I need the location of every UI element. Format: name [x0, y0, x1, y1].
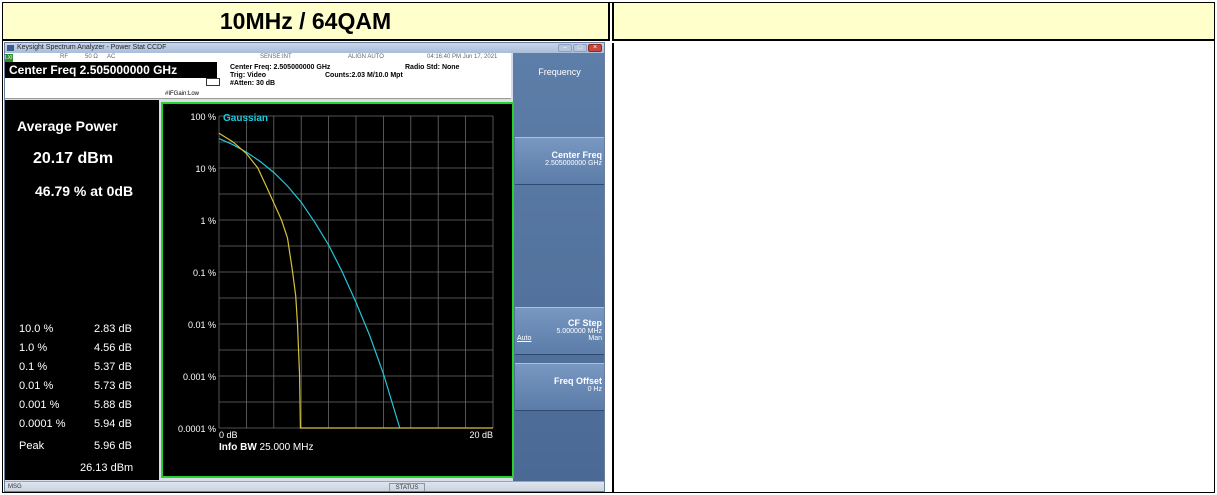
- series-line-gaussian: [218, 138, 401, 429]
- auto-option[interactable]: Auto: [517, 335, 532, 342]
- align-indicator: ALIGN AUTO: [348, 54, 384, 60]
- avg-power-label: Average Power: [17, 118, 118, 134]
- status-button[interactable]: STATUS: [389, 483, 425, 491]
- lxi-badge: LXI: [5, 54, 13, 63]
- stat-value: 2.83 dB: [94, 323, 132, 335]
- restore-icon[interactable]: □: [573, 44, 587, 52]
- stat-value: 5.96 dB: [94, 440, 132, 452]
- stat-row: 0.01 % 5.73 dB: [19, 380, 132, 392]
- window-controls: – □ ×: [558, 44, 602, 52]
- y-tick-label: 0.1 %: [193, 268, 216, 278]
- app-icon: [7, 45, 14, 51]
- trigger-setting: Trig: Video: [230, 72, 267, 79]
- results-panel: Average Power 20.17 dBm 46.79 % at 0dB 1…: [5, 100, 159, 480]
- peak-dbm-value: 26.13 dBm: [80, 462, 134, 474]
- stat-probability: 0.0001 %: [19, 418, 66, 430]
- trigger-icon: [206, 78, 220, 86]
- stat-row: 10.0 % 2.83 dB: [19, 323, 132, 335]
- minimize-icon[interactable]: –: [558, 44, 572, 52]
- status-row: LXI RF 50 Ω AC SENSE:INT ALIGN AUTO 04:1…: [5, 54, 511, 63]
- softkey-menu-title: Frequency: [538, 67, 581, 77]
- avg-power-value: 20.17 dBm: [33, 150, 114, 167]
- stat-value: 5.94 dB: [94, 418, 132, 430]
- stat-row: 0.001 % 5.88 dB: [19, 399, 132, 411]
- stat-probability: 1.0 %: [19, 342, 48, 354]
- ccdf-chart: 100 % 10 % 1 % 0.1 % 0.01 % 0.001 % 0.0001 %0 …: [178, 112, 494, 453]
- window-title: Keysight Spectrum Analyzer - Power Stat …: [17, 44, 167, 51]
- info-bw-label: Info BW 25.000 MHz: [219, 442, 313, 453]
- y-tick-label: 10 %: [195, 164, 216, 174]
- atten-setting: #Atten: 30 dB: [230, 80, 276, 87]
- stat-row: 1.0 % 4.56 dB: [19, 342, 132, 354]
- ccdf-plot: 100 % 10 % 1 % 0.1 % 0.01 % 0.001 % 0.0001 % 0 …: [161, 102, 514, 478]
- stat-probability: Peak: [19, 440, 45, 452]
- stat-value: 5.88 dB: [94, 399, 132, 411]
- close-icon[interactable]: ×: [588, 44, 602, 52]
- y-tick-label: 1 %: [200, 216, 216, 226]
- pct-at-0db: 46.79 % at 0dB: [35, 183, 134, 199]
- coupling-indicator: AC: [107, 54, 116, 60]
- left-column-title: 10MHz / 64QAM: [3, 3, 610, 41]
- stat-probability: 10.0 %: [19, 323, 54, 335]
- legend-gaussian: Gaussian: [223, 113, 268, 124]
- center-freq-setting: Center Freq: 2.505000000 GHz: [230, 64, 331, 71]
- softkey-label: CF Step: [567, 318, 602, 328]
- softkey-label: Freq Offset: [553, 376, 602, 386]
- y-tick-label: 0.01 %: [188, 320, 216, 330]
- rf-indicator: RF: [60, 54, 68, 60]
- stat-probability: 0.001 %: [19, 399, 60, 411]
- x-end-label: 20 dB: [469, 430, 493, 440]
- cf-step-softkey[interactable]: CF Step 5.000000 MHz Auto Man: [515, 307, 604, 355]
- sense-indicator: SENSE:INT: [260, 54, 292, 60]
- stat-row: 0.1 % 5.37 dB: [19, 361, 132, 373]
- window-titlebar: Keysight Spectrum Analyzer - Power Stat …: [5, 43, 604, 53]
- softkey-value: 0 Hz: [587, 386, 602, 393]
- right-empty-cell: [612, 43, 1214, 492]
- man-option[interactable]: Man: [588, 335, 602, 342]
- stat-probability: 0.01 %: [19, 380, 54, 392]
- status-header: LXI RF 50 Ω AC SENSE:INT ALIGN AUTO 04:1…: [5, 53, 511, 99]
- counts-readout: Counts:2.03 M/10.0 Mpt: [325, 72, 403, 79]
- msg-label: MSG: [8, 484, 22, 490]
- stat-row: 0.0001 % 5.94 dB: [19, 418, 132, 430]
- softkey-value: 2.505000000 GHz: [545, 160, 602, 167]
- center-freq-display[interactable]: Center Freq 2.505000000 GHz: [5, 62, 217, 78]
- stat-value: 4.56 dB: [94, 342, 132, 354]
- impedance-indicator: 50 Ω: [85, 54, 98, 60]
- center-freq-softkey[interactable]: Center Freq 2.505000000 GHz: [515, 137, 604, 185]
- analyzer-window: Keysight Spectrum Analyzer - Power Stat …: [4, 42, 605, 492]
- x-start-label: 0 dB: [219, 430, 238, 440]
- stat-row: Peak 5.96 dB: [19, 440, 132, 452]
- stat-probability: 0.1 %: [19, 361, 48, 373]
- softkey-value: 5.000000 MHz: [556, 328, 602, 335]
- series-line-measured: [218, 132, 493, 429]
- softkey-label: Center Freq: [551, 150, 602, 160]
- right-column-title: [612, 3, 1214, 41]
- y-tick-label: 0.001 %: [183, 372, 216, 382]
- freq-offset-softkey[interactable]: Freq Offset 0 Hz: [515, 363, 604, 411]
- y-tick-label: 100 %: [190, 112, 216, 122]
- message-bar: MSG STATUS: [5, 481, 604, 491]
- radio-std-setting: Radio Std: None: [405, 64, 460, 71]
- y-tick-label: 0.0001 %: [178, 424, 216, 434]
- stat-value: 5.73 dB: [94, 380, 132, 392]
- timestamp: 04:16:40 PM Jun 17, 2021: [427, 54, 498, 60]
- softkey-panel: Frequency Center Freq 2.505000000 GHz CF…: [513, 53, 604, 481]
- stat-value: 5.37 dB: [94, 361, 132, 373]
- ifgain-indicator: #IFGain:Low: [165, 91, 200, 97]
